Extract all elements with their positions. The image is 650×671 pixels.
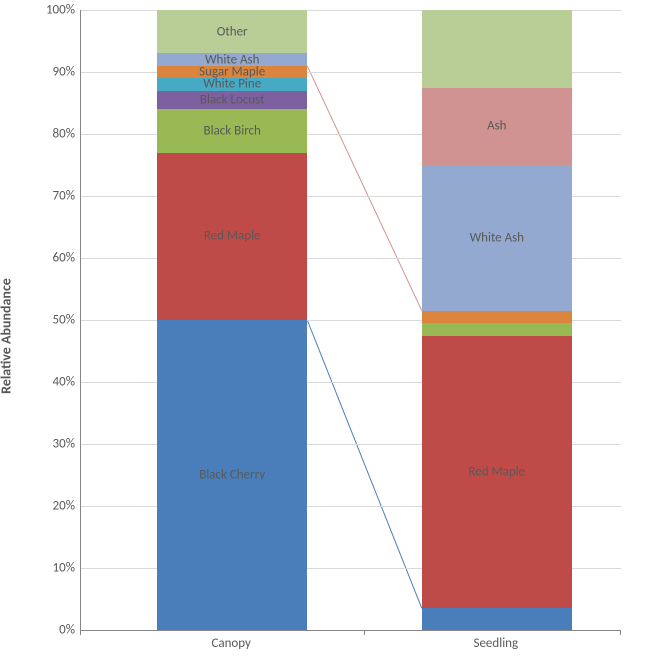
segment-label: Other bbox=[217, 24, 248, 39]
y-tick-label: 20% bbox=[53, 499, 81, 514]
x-tick-mark bbox=[364, 630, 365, 635]
plot-area: 0%10%20%30%40%50%60%70%80%90%100%Black C… bbox=[80, 10, 621, 631]
segment-sugar-maple bbox=[422, 311, 572, 323]
y-tick-label: 0% bbox=[59, 623, 81, 638]
segment-label: Black Locust bbox=[200, 92, 265, 107]
segment-white-ash: White Ash bbox=[157, 53, 307, 65]
x-tick-mark bbox=[620, 630, 621, 635]
y-tick-label: 60% bbox=[53, 251, 81, 266]
segment-white-pine: White Pine bbox=[157, 78, 307, 90]
y-tick-label: 70% bbox=[53, 189, 81, 204]
segment-label: Red Maple bbox=[204, 229, 261, 244]
y-tick-label: 100% bbox=[46, 3, 81, 18]
segment-black-cherry: Black Cherry bbox=[157, 320, 307, 630]
x-tick-mark bbox=[80, 630, 81, 635]
segment-black-locust: Black Locust bbox=[157, 91, 307, 110]
y-tick-label: 10% bbox=[53, 561, 81, 576]
segment-black-cherry bbox=[422, 608, 572, 630]
segment-ash: Ash bbox=[422, 88, 572, 166]
y-tick-label: 30% bbox=[53, 437, 81, 452]
segment-label: Red Maple bbox=[468, 464, 525, 479]
segment-black-birch: Black Birch bbox=[157, 109, 307, 152]
y-axis-title: Relative Abundance bbox=[0, 278, 15, 394]
connector-line bbox=[307, 320, 422, 608]
segment-label: Black Birch bbox=[204, 123, 261, 138]
chart-container: Relative Abundance 0%10%20%30%40%50%60%7… bbox=[0, 0, 650, 671]
segment-label: White Pine bbox=[203, 77, 261, 92]
segment-label: White Ash bbox=[205, 52, 259, 67]
segment-red-maple: Red Maple bbox=[157, 153, 307, 320]
y-tick-label: 90% bbox=[53, 65, 81, 80]
bar-seedling: Red Maple White Ash Ash bbox=[422, 10, 572, 630]
connector-line bbox=[307, 66, 422, 311]
y-tick-label: 50% bbox=[53, 313, 81, 328]
segment-label: Ash bbox=[487, 119, 506, 134]
bar-canopy: Black Cherry Red Maple Black Birch Black Lo… bbox=[157, 10, 307, 630]
segment-other bbox=[422, 10, 572, 88]
y-tick-label: 80% bbox=[53, 127, 81, 142]
segment-red-maple: Red Maple bbox=[422, 336, 572, 609]
y-tick-label: 40% bbox=[53, 375, 81, 390]
segment-black-birch bbox=[422, 323, 572, 335]
segment-other: Other bbox=[157, 10, 307, 53]
segment-label: White Ash bbox=[470, 230, 524, 245]
x-axis: Canopy Seedling bbox=[80, 630, 620, 660]
x-tick-label: Seedling bbox=[473, 636, 518, 651]
segment-white-ash: White Ash bbox=[422, 165, 572, 311]
x-tick-label: Canopy bbox=[211, 636, 251, 651]
segment-label: Black Cherry bbox=[199, 468, 265, 483]
segment-label: Sugar Maple bbox=[199, 65, 265, 80]
segment-sugar-maple: Sugar Maple bbox=[157, 66, 307, 78]
